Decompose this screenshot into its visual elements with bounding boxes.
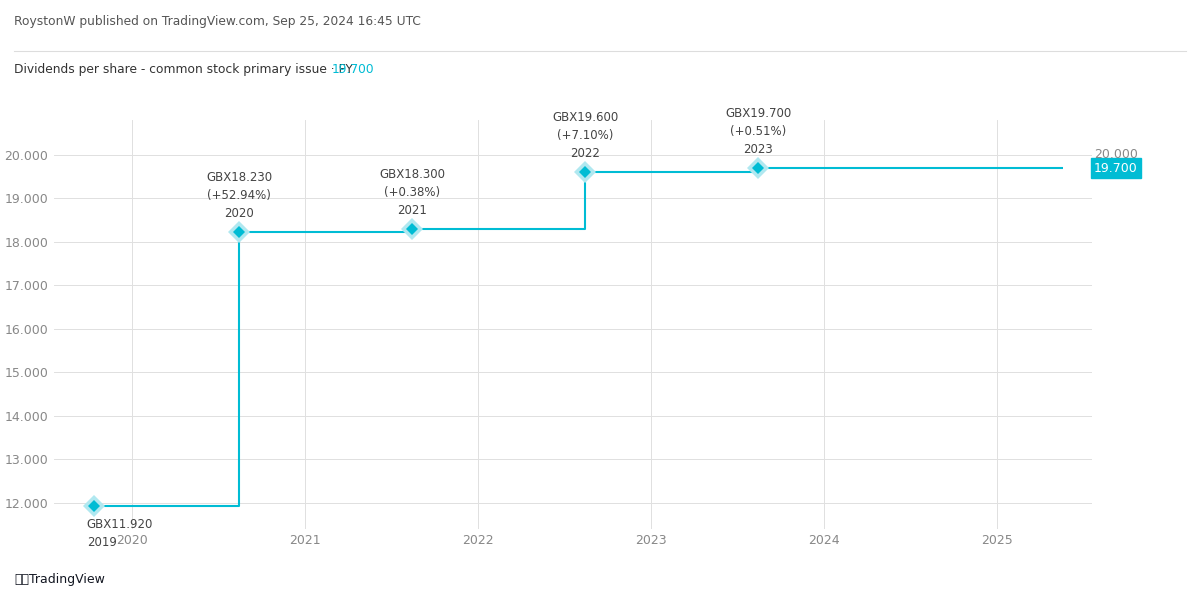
Text: GBX18.230
(+52.94%)
2020: GBX18.230 (+52.94%) 2020 [206,171,272,220]
Text: GBX11.920
2019: GBX11.920 2019 [86,519,154,549]
Text: ⦿⦿TradingView: ⦿⦿TradingView [14,573,106,586]
Text: 20.000: 20.000 [1094,148,1138,162]
Text: GBX18.300
(+0.38%)
2021: GBX18.300 (+0.38%) 2021 [379,168,445,217]
Text: 19.700: 19.700 [331,63,374,76]
Text: Dividends per share - common stock primary issue · FY: Dividends per share - common stock prima… [14,63,361,76]
Text: GBX19.600
(+7.10%)
2022: GBX19.600 (+7.10%) 2022 [552,111,618,160]
Text: RoystonW published on TradingView.com, Sep 25, 2024 16:45 UTC: RoystonW published on TradingView.com, S… [14,15,421,28]
Text: 19.700: 19.700 [1094,162,1138,174]
Text: GBX19.700
(+0.51%)
2023: GBX19.700 (+0.51%) 2023 [725,107,791,156]
